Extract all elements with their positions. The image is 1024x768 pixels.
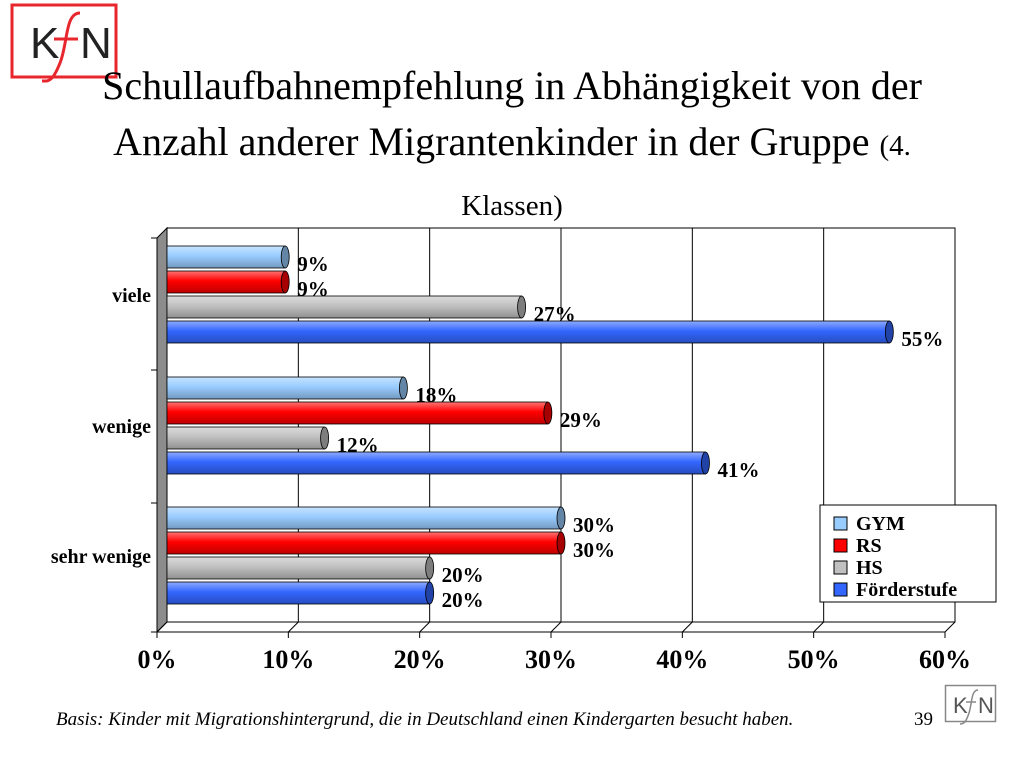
bar <box>166 556 431 580</box>
bar-cap <box>280 270 290 294</box>
bar-cap <box>320 426 330 450</box>
bar-cap <box>398 376 408 400</box>
legend-label: RS <box>856 535 882 557</box>
bar-förderstufe-0 <box>166 320 894 344</box>
bar <box>166 506 562 530</box>
data-label: 30% <box>573 513 615 537</box>
bar <box>166 531 562 555</box>
bar <box>166 426 326 450</box>
footnote: Basis: Kinder mit Migrationshintergrund,… <box>56 709 794 730</box>
bar <box>166 245 286 269</box>
bar-cap <box>280 245 290 269</box>
category-label: sehr wenige <box>51 546 151 568</box>
bar-cap <box>884 320 894 344</box>
bar-cap <box>425 556 435 580</box>
legend-label: Förderstufe <box>856 579 957 601</box>
bar <box>166 376 404 400</box>
data-label: 20% <box>442 588 484 612</box>
slide-title: Schullaufbahnempfehlung in Abhängigkeit … <box>60 58 964 234</box>
bar-rs-1 <box>166 401 553 425</box>
data-label: 30% <box>573 538 615 562</box>
kfn-logo: K N <box>10 3 118 83</box>
bar <box>166 401 549 425</box>
kfn-logo-small: K N <box>944 684 997 725</box>
title-main: Schullaufbahnempfehlung in Abhängigkeit … <box>102 63 922 164</box>
x-tick-label: 50% <box>788 645 840 674</box>
svg-text:N: N <box>80 19 112 68</box>
x-tick-label: 10% <box>262 645 314 674</box>
gridline-floor <box>156 621 168 633</box>
legend <box>819 504 997 603</box>
svg-text:N: N <box>978 693 994 718</box>
bar <box>166 320 890 344</box>
legend-label: HS <box>856 557 883 579</box>
legend-swatch <box>833 560 848 575</box>
gridline-floor <box>550 621 562 633</box>
legend-swatch <box>833 516 848 531</box>
page-number: 39 <box>914 709 933 730</box>
gridline-floor <box>813 621 825 633</box>
legend-swatch <box>833 538 848 553</box>
bar-rs-2 <box>166 531 566 555</box>
data-label: 55% <box>901 327 943 351</box>
bar-cap <box>517 295 526 319</box>
bar-cap <box>701 451 710 475</box>
bar-cap <box>425 581 435 605</box>
data-label: 20% <box>442 563 484 587</box>
bar <box>166 581 431 605</box>
bar-cap <box>543 401 553 425</box>
gridline-floor <box>287 621 299 633</box>
svg-text:K: K <box>30 19 59 68</box>
bar-rs-0 <box>166 270 290 294</box>
bar-förderstufe-2 <box>166 581 435 605</box>
legend-swatch <box>833 582 848 597</box>
chart-side-wall <box>156 226 168 634</box>
gridline-floor <box>681 621 693 633</box>
bar-cap <box>556 531 566 555</box>
bar-gym-1 <box>166 376 408 400</box>
bar <box>166 451 706 475</box>
bar-gym-0 <box>166 245 290 269</box>
bar-förderstufe-1 <box>166 451 710 475</box>
x-tick-label: 40% <box>656 645 708 674</box>
gridline-floor <box>944 621 956 633</box>
category-label: viele <box>112 285 151 307</box>
data-label: 41% <box>717 458 759 482</box>
x-tick-label: 30% <box>525 645 577 674</box>
bar-hs-2 <box>166 556 435 580</box>
x-tick-label: 20% <box>394 645 446 674</box>
x-tick-label: 60% <box>919 645 971 674</box>
gridline-floor <box>419 621 431 633</box>
category-label: wenige <box>92 416 151 438</box>
x-tick-label: 0% <box>138 645 177 674</box>
bar-gym-2 <box>166 506 566 530</box>
data-label: 9% <box>297 252 329 276</box>
legend-label: GYM <box>856 513 905 535</box>
title-suffix: (4. Klassen) <box>461 130 911 222</box>
bar <box>166 295 523 319</box>
svg-text:K: K <box>953 693 968 718</box>
bar-hs-0 <box>166 295 526 319</box>
bar-hs-1 <box>166 426 330 450</box>
data-label: 29% <box>560 408 602 432</box>
bar-cap <box>556 506 566 530</box>
bar <box>166 270 286 294</box>
